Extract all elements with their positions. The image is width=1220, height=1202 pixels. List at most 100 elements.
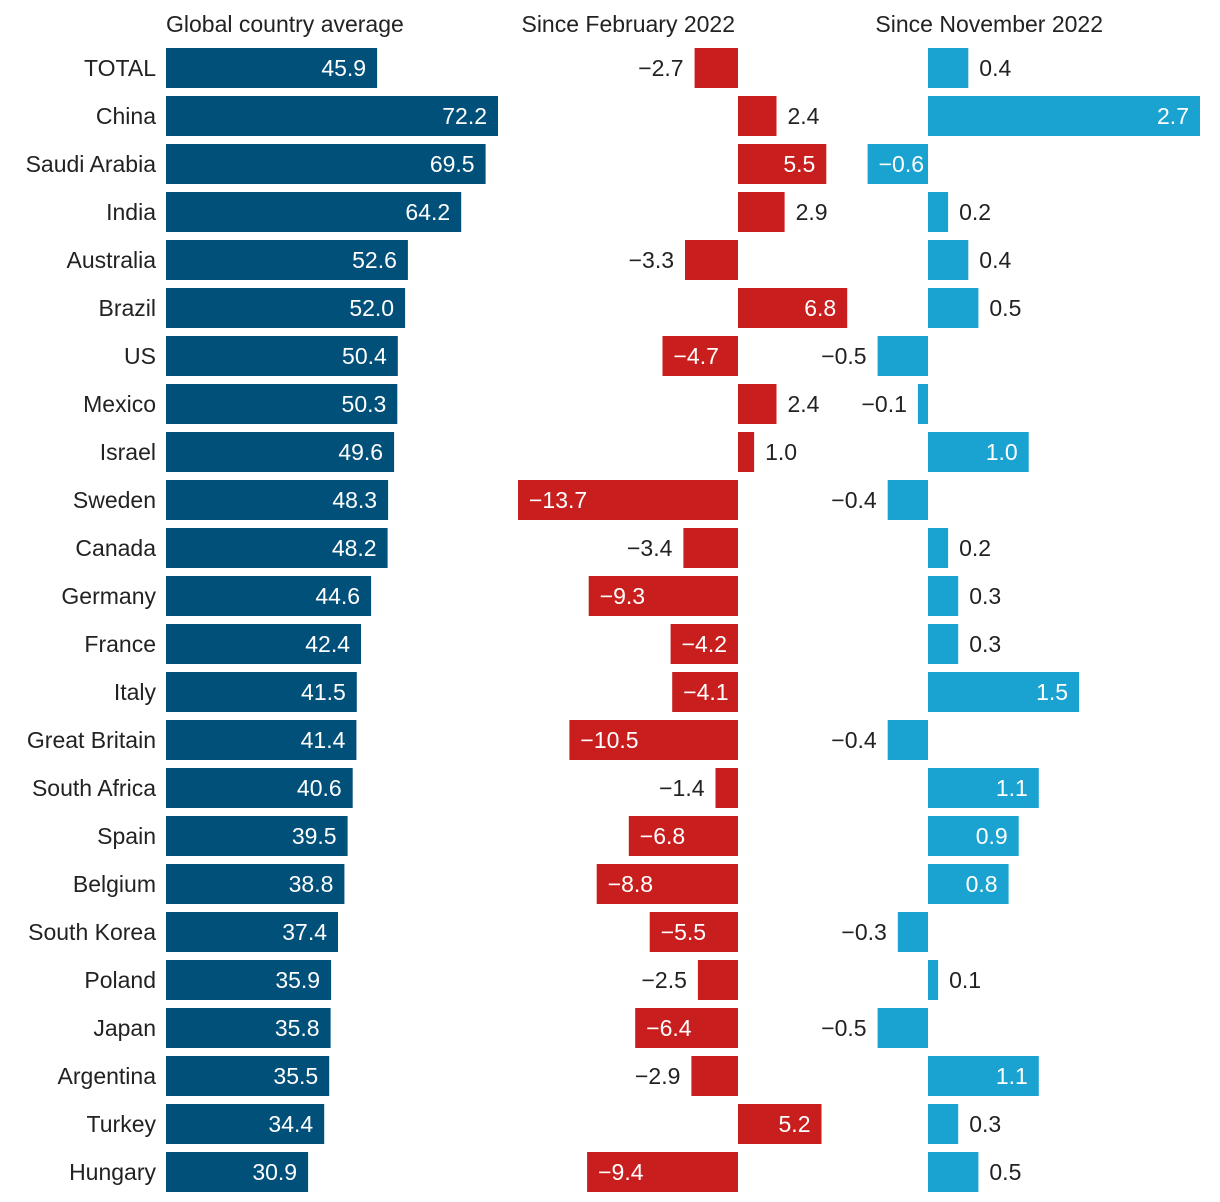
bar-nov bbox=[928, 624, 959, 664]
bar-nov bbox=[887, 720, 928, 760]
bar-feb bbox=[628, 816, 738, 856]
bar-feb bbox=[694, 48, 738, 88]
value-label-feb: 6.8 bbox=[804, 295, 836, 321]
bar-nov bbox=[928, 48, 969, 88]
value-label-feb: −3.4 bbox=[627, 535, 673, 561]
value-label-feb: −3.3 bbox=[629, 247, 674, 273]
value-label-avg: 39.5 bbox=[292, 823, 337, 849]
value-label-feb: −4.1 bbox=[683, 679, 728, 705]
bar-nov bbox=[928, 96, 1200, 136]
value-label-feb: −4.7 bbox=[674, 343, 719, 369]
value-label-feb: 2.9 bbox=[796, 199, 828, 225]
country-label: Belgium bbox=[73, 871, 156, 897]
panel-title-nov: Since November 2022 bbox=[875, 11, 1103, 37]
value-label-avg: 52.0 bbox=[349, 295, 394, 321]
value-label-feb: −13.7 bbox=[529, 487, 587, 513]
value-label-avg: 38.8 bbox=[289, 871, 334, 897]
bar-avg bbox=[166, 48, 378, 88]
value-label-feb: −9.4 bbox=[598, 1159, 644, 1185]
bar-nov bbox=[928, 528, 949, 568]
country-label: India bbox=[106, 199, 156, 225]
country-label: Spain bbox=[97, 823, 156, 849]
bar-nov bbox=[928, 288, 979, 328]
bar-avg bbox=[166, 864, 345, 904]
bar-nov bbox=[928, 192, 949, 232]
country-label: Italy bbox=[114, 679, 157, 705]
bar-feb bbox=[587, 1152, 738, 1192]
country-label: Turkey bbox=[87, 1111, 157, 1137]
bar-feb bbox=[738, 96, 777, 136]
bar-nov bbox=[928, 240, 969, 280]
country-label: Argentina bbox=[58, 1063, 157, 1089]
bar-feb bbox=[683, 528, 738, 568]
bar-nov bbox=[928, 816, 1019, 856]
country-label: Australia bbox=[67, 247, 157, 273]
value-label-avg: 42.4 bbox=[305, 631, 350, 657]
country-label: Germany bbox=[61, 583, 156, 609]
country-label: Hungary bbox=[69, 1159, 156, 1185]
bar-avg bbox=[166, 816, 348, 856]
country-label: Canada bbox=[75, 535, 156, 561]
value-label-avg: 52.6 bbox=[352, 247, 397, 273]
country-label: Sweden bbox=[73, 487, 156, 513]
value-label-feb: 5.5 bbox=[783, 151, 815, 177]
value-label-feb: −10.5 bbox=[580, 727, 638, 753]
bar-feb bbox=[738, 288, 848, 328]
bar-feb bbox=[635, 1008, 738, 1048]
value-label-avg: 48.3 bbox=[332, 487, 377, 513]
value-label-avg: 37.4 bbox=[282, 919, 327, 945]
value-label-feb: −5.5 bbox=[661, 919, 706, 945]
bar-avg bbox=[166, 1056, 330, 1096]
panel-title-feb: Since February 2022 bbox=[521, 11, 735, 37]
bar-avg bbox=[166, 960, 332, 1000]
value-label-avg: 41.4 bbox=[301, 727, 346, 753]
value-label-nov: 0.3 bbox=[969, 1111, 1001, 1137]
value-label-avg: 41.5 bbox=[301, 679, 346, 705]
bar-nov bbox=[928, 1056, 1039, 1096]
country-label: TOTAL bbox=[84, 55, 156, 81]
bar-nov bbox=[867, 144, 928, 184]
value-label-avg: 44.6 bbox=[315, 583, 360, 609]
country-label: France bbox=[84, 631, 156, 657]
bar-nov bbox=[897, 912, 928, 952]
bar-avg bbox=[166, 624, 361, 664]
value-label-nov: 0.8 bbox=[966, 871, 998, 897]
bar-nov bbox=[928, 768, 1039, 808]
country-label: Japan bbox=[93, 1015, 156, 1041]
value-label-nov: 1.0 bbox=[986, 439, 1018, 465]
bar-avg bbox=[166, 912, 338, 952]
value-label-avg: 50.4 bbox=[342, 343, 387, 369]
bar-avg bbox=[166, 432, 395, 472]
bar-feb bbox=[715, 768, 738, 808]
country-label: Great Britain bbox=[27, 727, 156, 753]
bar-feb bbox=[691, 1056, 738, 1096]
bar-nov bbox=[928, 576, 959, 616]
country-label: Poland bbox=[84, 967, 156, 993]
bar-avg bbox=[166, 528, 388, 568]
value-label-avg: 35.5 bbox=[273, 1063, 318, 1089]
country-label: US bbox=[124, 343, 156, 369]
bar-feb bbox=[649, 912, 738, 952]
value-label-nov: −0.6 bbox=[879, 151, 924, 177]
country-label: Israel bbox=[100, 439, 156, 465]
value-label-nov: 0.5 bbox=[989, 1159, 1021, 1185]
country-label: Brazil bbox=[98, 295, 156, 321]
value-label-nov: 0.4 bbox=[979, 247, 1011, 273]
country-label: South Africa bbox=[32, 775, 156, 801]
bar-feb bbox=[738, 1104, 822, 1144]
value-label-feb: −6.4 bbox=[646, 1015, 692, 1041]
country-label: Saudi Arabia bbox=[26, 151, 157, 177]
value-label-nov: −0.5 bbox=[821, 343, 866, 369]
bar-nov bbox=[877, 1008, 928, 1048]
value-label-nov: −0.3 bbox=[841, 919, 886, 945]
bar-feb bbox=[662, 336, 738, 376]
bar-nov bbox=[928, 1152, 979, 1192]
value-label-nov: −0.1 bbox=[861, 391, 906, 417]
value-label-feb: −2.7 bbox=[638, 55, 683, 81]
value-label-nov: 2.7 bbox=[1157, 103, 1189, 129]
value-label-avg: 40.6 bbox=[297, 775, 342, 801]
value-label-avg: 64.2 bbox=[405, 199, 450, 225]
bar-nov bbox=[928, 960, 939, 1000]
bar-avg bbox=[166, 96, 498, 136]
